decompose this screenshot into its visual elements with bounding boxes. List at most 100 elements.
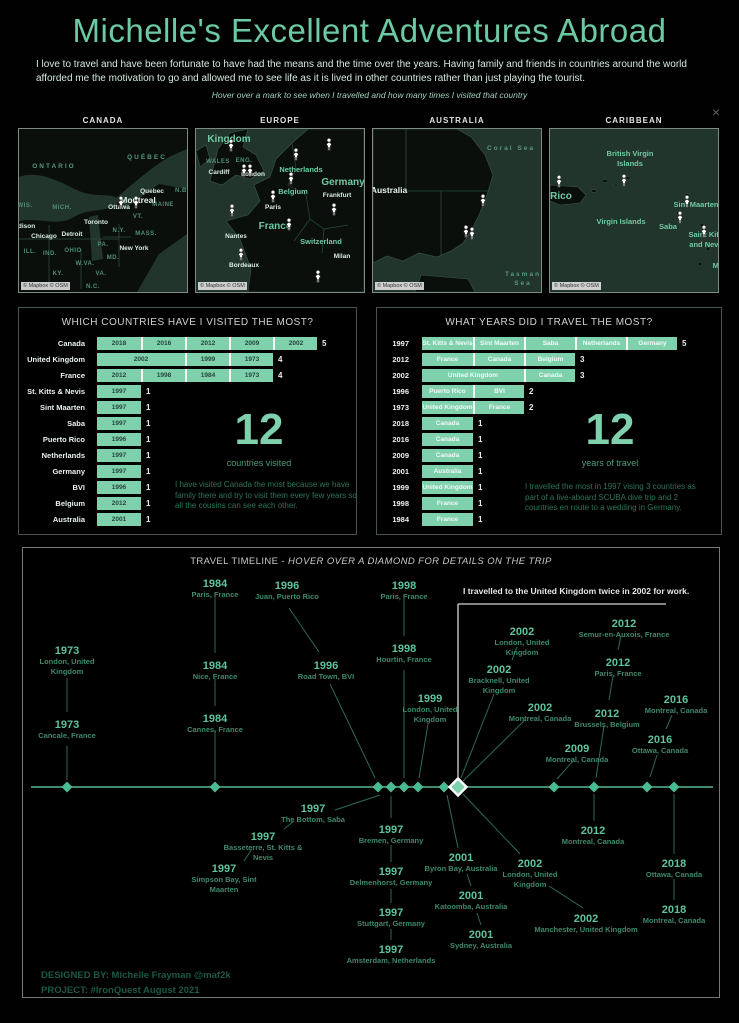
- person-marker[interactable]: [676, 211, 684, 229]
- bar-segment[interactable]: United Kingdom: [422, 369, 524, 382]
- bar-segment[interactable]: 1997: [97, 385, 141, 398]
- trip-diamond-2016[interactable]: [641, 781, 653, 793]
- bar-segment[interactable]: Canada: [422, 433, 473, 446]
- bar-segment[interactable]: 2012: [185, 337, 229, 350]
- trip-diamond-2012[interactable]: [588, 781, 600, 793]
- bar-segment[interactable]: 2001: [97, 513, 141, 526]
- bar-segment[interactable]: France: [422, 497, 473, 510]
- person-marker[interactable]: [620, 174, 628, 192]
- trip-diamond-1973[interactable]: [61, 781, 73, 793]
- bar-segment[interactable]: Canada: [422, 449, 473, 462]
- map-label: MASS.: [135, 231, 157, 237]
- bar-segment[interactable]: 2012: [97, 369, 141, 382]
- timeline-entry-city: London, United Kingdom: [494, 638, 550, 657]
- person-marker[interactable]: [240, 164, 248, 182]
- project: PROJECT: #IronQuest August 2021: [41, 985, 200, 996]
- map-label: Coral Sea: [487, 145, 535, 152]
- bar-segment[interactable]: 1973: [229, 353, 273, 366]
- person-marker[interactable]: [132, 196, 140, 214]
- person-marker[interactable]: [228, 204, 236, 222]
- timeline-axis: [31, 596, 713, 940]
- bar-segment[interactable]: St. Kitts & Nevis: [422, 337, 473, 350]
- person-marker[interactable]: [479, 194, 487, 212]
- bar-segment[interactable]: 2018: [97, 337, 141, 350]
- bar-segment[interactable]: 1996: [97, 433, 141, 446]
- timeline-entry-year: 2001: [448, 852, 474, 864]
- person-marker[interactable]: [314, 270, 322, 288]
- timeline-entry-city: Delmenhorst, Germany: [349, 878, 433, 887]
- bar-segment[interactable]: 1997: [97, 449, 141, 462]
- map-label: Sea: [514, 280, 532, 287]
- map-caribbean[interactable]: Rico British Virgin Islands Virgin Islands S…: [549, 128, 719, 293]
- person-marker[interactable]: [287, 172, 295, 190]
- trip-diamond-2002[interactable]: [447, 776, 469, 798]
- person-marker[interactable]: [227, 139, 235, 157]
- map-europe[interactable]: Kingdom WALES ENG. Cardiff London Netherlands…: [195, 128, 365, 293]
- trip-diamond-1997[interactable]: [385, 781, 397, 793]
- bar-segment[interactable]: France: [422, 353, 473, 366]
- bar-segment[interactable]: 1998: [141, 369, 185, 382]
- person-marker[interactable]: [700, 225, 708, 243]
- trip-diamond-1984[interactable]: [209, 781, 221, 793]
- bar-segment[interactable]: 1973: [229, 369, 273, 382]
- bar-segment[interactable]: 1996: [97, 481, 141, 494]
- person-marker[interactable]: [246, 164, 254, 182]
- person-marker[interactable]: [117, 196, 125, 214]
- bar-segment[interactable]: Canada: [473, 353, 524, 366]
- bar-segment[interactable]: 1997: [97, 417, 141, 430]
- person-marker[interactable]: [237, 248, 245, 266]
- timeline-entry: 2018 Ottawa, Canada: [646, 858, 702, 880]
- timeline-entry-year: 1973: [54, 719, 80, 731]
- trip-diamond-1996[interactable]: [372, 781, 384, 793]
- trip-diamond-1999[interactable]: [412, 781, 424, 793]
- bar-segment[interactable]: Germany: [626, 337, 677, 350]
- bar-segment[interactable]: Australia: [422, 465, 473, 478]
- map-australia[interactable]: Coral Sea Australia Tasman Sea © Mapbox © OS…: [372, 128, 542, 293]
- person-marker[interactable]: [462, 225, 470, 243]
- close-icon[interactable]: ×: [712, 104, 721, 120]
- person-marker[interactable]: [330, 203, 338, 221]
- person-marker[interactable]: [555, 175, 563, 193]
- bar-count: 2: [529, 403, 534, 412]
- person-marker[interactable]: [325, 138, 333, 156]
- bar-segment[interactable]: Puerto Rico: [422, 385, 473, 398]
- bar-segment[interactable]: 1984: [185, 369, 229, 382]
- bar-segment[interactable]: France: [473, 401, 524, 414]
- bar-segment[interactable]: Sint Maarten: [473, 337, 524, 350]
- person-marker[interactable]: [269, 190, 277, 208]
- bar-segment[interactable]: 2002: [97, 353, 185, 366]
- bar-segment[interactable]: United Kingdom: [422, 401, 473, 414]
- timeline-entry-year: 2018: [661, 858, 687, 870]
- person-marker[interactable]: [292, 148, 300, 166]
- bar-segment[interactable]: 2002: [273, 337, 317, 350]
- map-label: Islands: [617, 159, 643, 168]
- bar-segment[interactable]: Canada: [524, 369, 575, 382]
- timeline-entry: 2016 Ottawa, Canada: [632, 734, 688, 756]
- bar-segment[interactable]: 1997: [97, 465, 141, 478]
- trip-diamond-1998[interactable]: [398, 781, 410, 793]
- bar-segment[interactable]: France: [422, 513, 473, 526]
- person-marker[interactable]: [285, 218, 293, 236]
- trip-diamond-2009[interactable]: [548, 781, 560, 793]
- bar-segment[interactable]: 1999: [185, 353, 229, 366]
- trip-diamond-2018[interactable]: [668, 781, 680, 793]
- timeline-entry-year: 1984: [202, 578, 228, 590]
- bar-segment[interactable]: Saba: [524, 337, 575, 350]
- bar-segment[interactable]: Canada: [422, 417, 473, 430]
- bar-count: 2: [529, 387, 534, 396]
- bar-segment[interactable]: 2016: [141, 337, 185, 350]
- person-marker[interactable]: [468, 227, 476, 245]
- map-label: and Nevis: [689, 240, 719, 249]
- timeline-entry: 1997 Stuttgart, Germany: [357, 907, 425, 929]
- bar-segment[interactable]: BVI: [473, 385, 524, 398]
- bar-segment[interactable]: Belgium: [524, 353, 575, 366]
- bar-segment[interactable]: 2009: [229, 337, 273, 350]
- bar-segment[interactable]: Netherlands: [575, 337, 626, 350]
- bar-segment[interactable]: United Kingdom: [422, 481, 473, 494]
- bar-segment[interactable]: 1997: [97, 401, 141, 414]
- bar-row: Australia 2001 1: [19, 513, 356, 526]
- person-marker[interactable]: [683, 195, 691, 213]
- map-canada[interactable]: ONTARIO QUÉBEC Quebec Montreal Ottawa Toronto…: [18, 128, 188, 293]
- bar-segment[interactable]: 2012: [97, 497, 141, 510]
- trip-diamond-2001[interactable]: [438, 781, 450, 793]
